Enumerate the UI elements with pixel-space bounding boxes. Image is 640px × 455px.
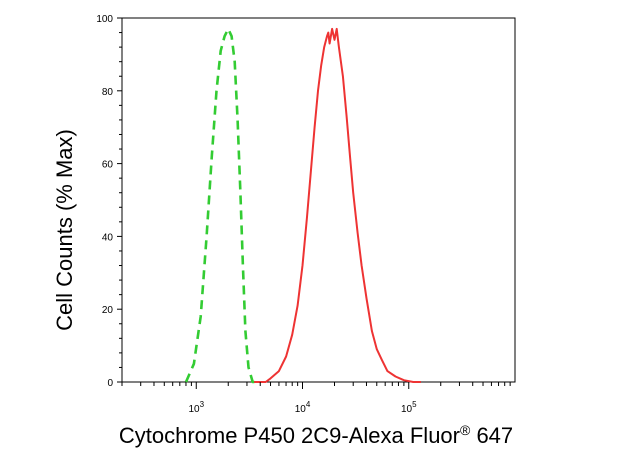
y-tick-label: 100 — [96, 14, 113, 25]
x-axis-label-superscript: ® — [460, 422, 471, 438]
x-axis-label: Cytochrome P450 2C9-Alexa Fluor® 647 — [119, 422, 513, 448]
sample-series-line — [254, 27, 421, 383]
control-series-line — [184, 27, 261, 384]
x-tick-label: 104 — [295, 400, 311, 415]
x-axis-label-main: Cytochrome P450 2C9-Alexa Fluor — [119, 423, 460, 448]
y-tick-label: 20 — [102, 305, 114, 316]
y-tick-label: 0 — [107, 378, 113, 389]
y-tick-label: 40 — [102, 232, 114, 243]
axes — [121, 17, 516, 383]
plot-frame — [121, 17, 516, 383]
x-axis-label-suffix: 647 — [470, 423, 513, 448]
x-tick-label: 103 — [188, 400, 204, 415]
y-tick-label: 80 — [102, 87, 114, 98]
y-axis-label: Cell Counts (% Max) — [52, 129, 77, 331]
ticks-layer: 0 20 40 60 80 100 103 104 105 — [96, 14, 511, 415]
y-tick-label: 60 — [102, 160, 114, 171]
x-tick-label: 105 — [401, 400, 417, 415]
series-layer — [184, 27, 421, 384]
